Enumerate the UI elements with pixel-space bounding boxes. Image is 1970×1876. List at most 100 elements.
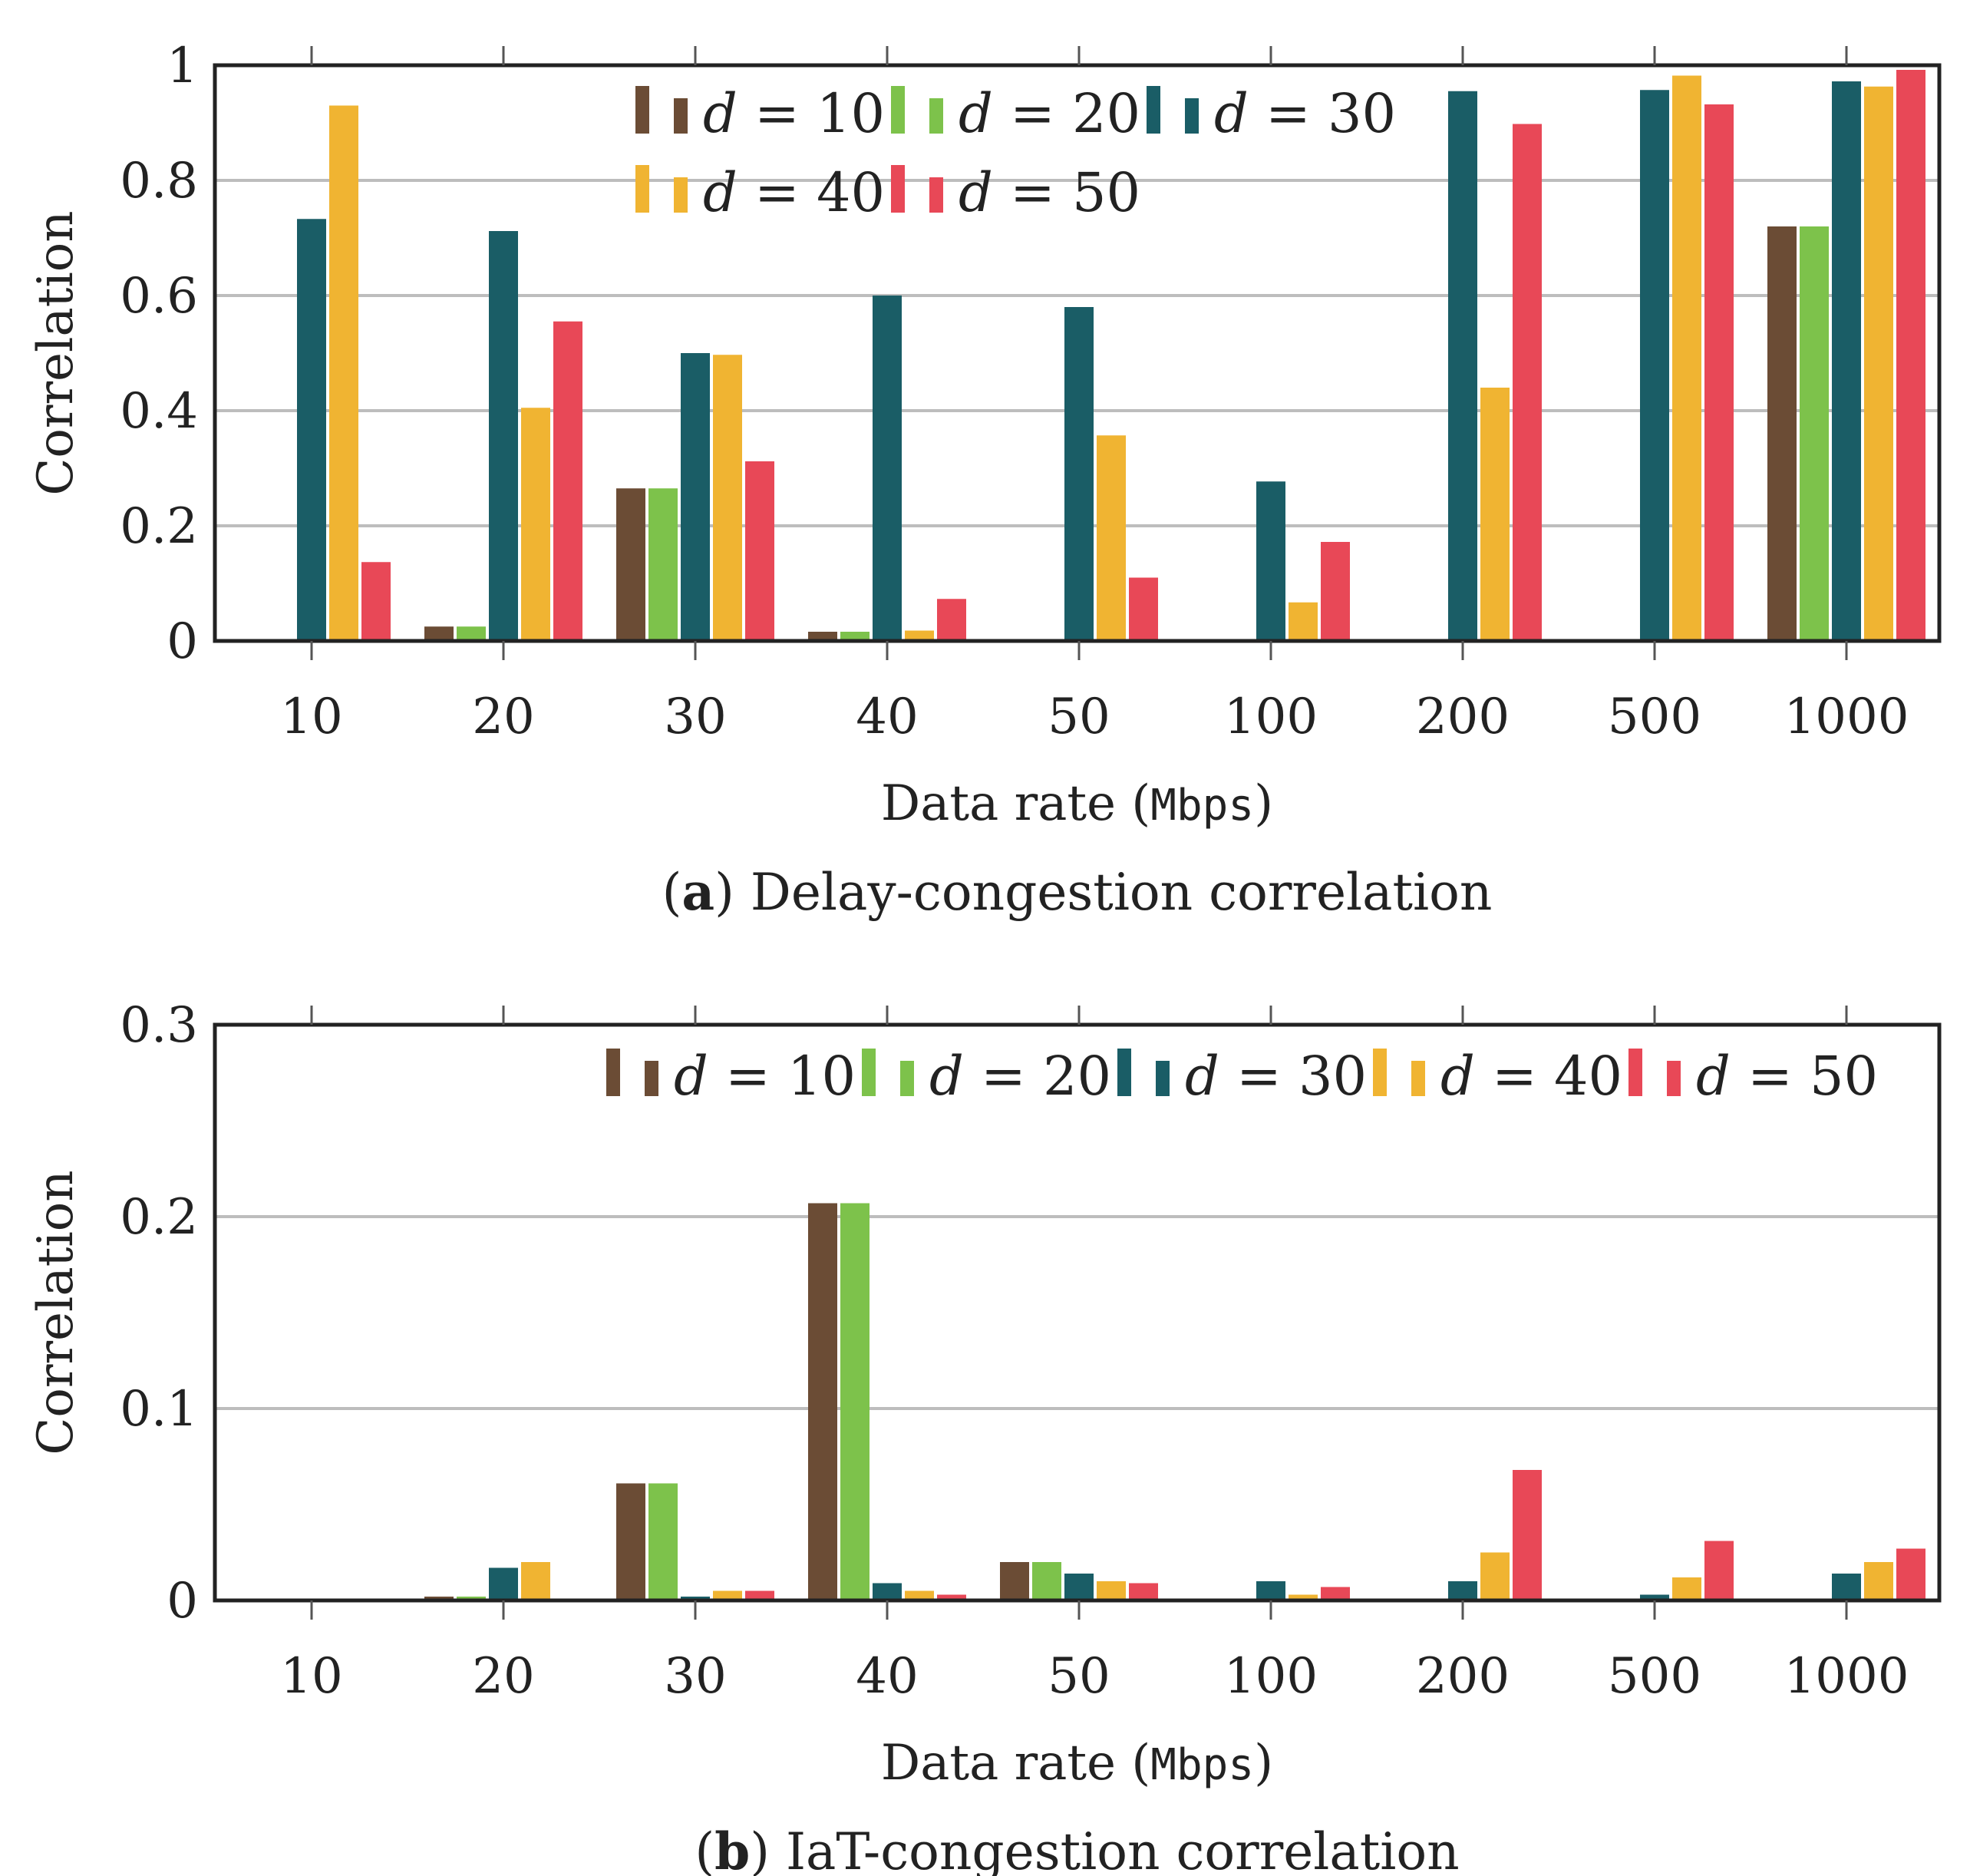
legend-label: d = 20 [929,1045,1111,1108]
caption-text: ) Delay-congestion correlation [714,863,1492,922]
bar-d30-1000 [1832,1574,1861,1600]
bar-d30-100 [1256,481,1285,641]
legend-swatch-short [1185,98,1199,134]
legend-var: d [1696,1045,1731,1108]
bar-d30-500 [1640,1594,1669,1600]
bar-d50-500 [1704,104,1734,641]
x-tick-label: 30 [664,1648,726,1705]
bar-d30-500 [1640,90,1669,641]
bar-d50-100 [1321,542,1350,641]
bar-d30-30 [681,353,710,641]
x-axis-label: Data rate (Mbps) [881,775,1273,832]
x-tick-label: 40 [856,689,918,745]
legend-swatch-short [674,98,688,134]
legend-swatch-tall [862,1049,876,1096]
legend-label: d = 10 [703,82,885,145]
legend-swatch-tall [1147,86,1160,134]
bar-d40-200 [1480,388,1510,641]
plot-frame [213,63,1942,643]
caption-letter: b [714,1822,750,1876]
legend-var: d [1440,1045,1475,1108]
legend-entry-d40: d = 40 [635,161,885,224]
y-axis-label: Correlation [28,210,84,495]
x-tick-label: 200 [1416,689,1510,745]
x-axis-label-prefix: Data rate ( [881,1735,1150,1792]
bar-d30-20 [489,231,518,641]
y-tick-label: 0.1 [120,1381,198,1438]
legend-label: d = 30 [1185,1045,1367,1108]
y-tick-label: 0.4 [120,383,198,440]
bar-d30-200 [1448,91,1477,641]
bar-d50-500 [1704,1541,1734,1600]
bar-d40-100 [1289,602,1318,641]
bar-d50-1000 [1896,70,1925,641]
legend-swatch-short [1411,1061,1425,1096]
bar-d40-500 [1672,1577,1701,1600]
legend-eq: = 20 [964,1045,1111,1108]
bar-d50-100 [1321,1587,1350,1600]
bar-d30-1000 [1832,81,1861,641]
legend-eq: = 10 [738,82,885,145]
bar-d20-50 [1032,1562,1061,1600]
bar-d20-30 [648,488,678,641]
bar-d40-40 [905,630,934,641]
bar-d40-1000 [1864,86,1893,641]
bar-d50-50 [1129,1583,1158,1600]
bar-d30-40 [873,296,902,641]
bar-d20-40 [840,1203,870,1600]
legend-entry-d50: d = 50 [1628,1045,1878,1108]
legend-eq: = 40 [738,161,885,224]
bar-d50-30 [745,1590,774,1600]
x-axis-label-suffix: ) [1254,1735,1273,1792]
legend-var: d [929,1045,964,1108]
figure-caption: (a) Delay-congestion correlation [662,862,1493,922]
bar-d40-50 [1097,1581,1126,1600]
legend-eq: = 30 [1249,82,1396,145]
bar-d10-20 [424,626,454,641]
bar-d40-30 [713,355,742,641]
legend-var: d [959,161,993,224]
legend-swatch-tall [635,86,649,134]
legend-entry-d30: d = 30 [1147,82,1396,145]
legend-entry-d40: d = 40 [1373,1045,1622,1108]
bar-d10-50 [1000,1562,1029,1600]
caption-text: ) IaT-congestion correlation [750,1822,1459,1876]
legend-swatch-tall [1373,1049,1387,1096]
caption-open: ( [662,863,682,922]
bar-d30-100 [1256,1581,1285,1600]
legend-swatch-tall [891,86,905,134]
legend-swatch-tall [1117,1049,1131,1096]
chart-a-delay-congestion: 10 20 30 40 50 100 200 500 1000 0 0.2 0.4 0.6 0.8 1 Cor… [28,38,1942,922]
bar-d40-20 [521,1562,550,1600]
bar-d50-50 [1129,577,1158,641]
x-tick-label: 100 [1224,1648,1318,1705]
legend-swatch-short [645,1061,658,1096]
legend-swatch-short [1667,1061,1681,1096]
x-tick-label: 20 [472,1648,534,1705]
legend-swatch-tall [891,165,905,213]
legend-eq: = 20 [993,82,1140,145]
legend-entry-d20: d = 20 [891,82,1140,145]
legend-var: d [1185,1045,1219,1108]
legend-label: d = 20 [959,82,1140,145]
bar-d50-1000 [1896,1548,1925,1600]
plot-frame [213,1022,1942,1603]
legend-label: d = 10 [674,1045,856,1108]
bar-d30-200 [1448,1581,1477,1600]
x-tick-label: 50 [1048,689,1110,745]
x-axis-label-unit: Mbps [1150,1740,1254,1790]
bar-d20-1000 [1800,226,1829,641]
y-tick-label: 0 [167,613,198,670]
bar-d40-1000 [1864,1562,1893,1600]
bar-d40-200 [1480,1552,1510,1600]
x-tick-label: 20 [472,689,534,745]
y-tick-label: 0.2 [120,1189,198,1246]
bar-d40-50 [1097,435,1126,641]
legend-eq: = 10 [708,1045,856,1108]
x-axis-label-unit: Mbps [1150,781,1254,831]
bar-d40-40 [905,1590,934,1600]
x-axis-label-suffix: ) [1254,775,1273,832]
bar-d40-10 [329,105,358,641]
legend-eq: = 40 [1475,1045,1622,1108]
